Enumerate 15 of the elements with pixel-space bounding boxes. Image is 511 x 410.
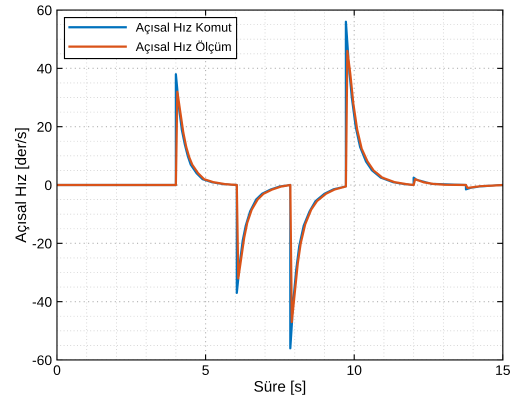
- x-tick-label: 5: [202, 365, 209, 376]
- x-tick-label: 0: [54, 365, 60, 376]
- y-tick-label: 0: [44, 180, 52, 190]
- y-axis-title: Açısal Hız [der/s]: [14, 128, 30, 243]
- y-tick-label: -60: [32, 355, 52, 366]
- x-tick-label: 10: [348, 365, 362, 376]
- legend-label: Açısal Hız Ölçüm: [136, 40, 231, 54]
- x-axis-title: Süre [s]: [254, 380, 306, 395]
- y-tick-label: -20: [32, 238, 52, 249]
- y-tick-label: 60: [37, 5, 52, 16]
- y-tick-label: 20: [37, 122, 52, 132]
- y-tick-label: -40: [32, 296, 52, 307]
- y-tick-label: 40: [36, 64, 52, 74]
- x-tick-label: 15: [496, 365, 510, 376]
- legend-label: Açısal Hız Komut: [136, 22, 232, 34]
